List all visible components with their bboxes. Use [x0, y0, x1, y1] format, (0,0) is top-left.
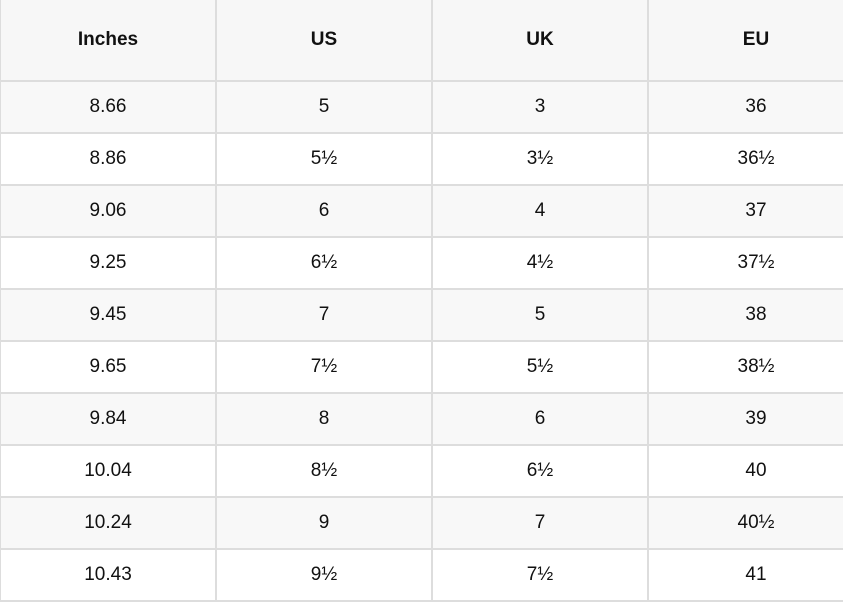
- cell-eu: 41: [647, 548, 843, 602]
- cell-eu: 37: [647, 184, 843, 238]
- header-uk: UK: [431, 0, 649, 82]
- cell-uk: 7½: [431, 548, 649, 602]
- cell-us: 7: [215, 288, 433, 342]
- table-row: 9.25 6½ 4½ 37½: [0, 236, 843, 290]
- cell-uk: 6: [431, 392, 649, 446]
- cell-us: 9: [215, 496, 433, 550]
- cell-eu: 40: [647, 444, 843, 498]
- cell-us: 5½: [215, 132, 433, 186]
- cell-us: 6½: [215, 236, 433, 290]
- header-inches: Inches: [0, 0, 217, 82]
- header-us: US: [215, 0, 433, 82]
- cell-eu: 36½: [647, 132, 843, 186]
- cell-uk: 5½: [431, 340, 649, 394]
- cell-inches: 9.06: [0, 184, 217, 238]
- cell-us: 9½: [215, 548, 433, 602]
- cell-eu: 36: [647, 80, 843, 134]
- cell-inches: 8.86: [0, 132, 217, 186]
- cell-eu: 37½: [647, 236, 843, 290]
- cell-us: 8: [215, 392, 433, 446]
- table-row: 8.86 5½ 3½ 36½: [0, 132, 843, 186]
- cell-inches: 9.25: [0, 236, 217, 290]
- cell-inches: 9.65: [0, 340, 217, 394]
- cell-uk: 4½: [431, 236, 649, 290]
- cell-us: 6: [215, 184, 433, 238]
- cell-uk: 3½: [431, 132, 649, 186]
- table-row: 10.24 9 7 40½: [0, 496, 843, 550]
- cell-eu: 38: [647, 288, 843, 342]
- cell-us: 5: [215, 80, 433, 134]
- cell-uk: 3: [431, 80, 649, 134]
- table-row: 9.45 7 5 38: [0, 288, 843, 342]
- header-row: Inches US UK EU: [0, 0, 843, 82]
- cell-uk: 5: [431, 288, 649, 342]
- cell-eu: 40½: [647, 496, 843, 550]
- cell-inches: 10.24: [0, 496, 217, 550]
- cell-us: 8½: [215, 444, 433, 498]
- cell-eu: 39: [647, 392, 843, 446]
- table-row: 10.43 9½ 7½ 41: [0, 548, 843, 602]
- table-row: 10.04 8½ 6½ 40: [0, 444, 843, 498]
- cell-inches: 10.04: [0, 444, 217, 498]
- cell-uk: 4: [431, 184, 649, 238]
- header-eu: EU: [647, 0, 843, 82]
- cell-uk: 7: [431, 496, 649, 550]
- table-row: 9.06 6 4 37: [0, 184, 843, 238]
- cell-uk: 6½: [431, 444, 649, 498]
- table-row: 9.65 7½ 5½ 38½: [0, 340, 843, 394]
- table-row: 8.66 5 3 36: [0, 80, 843, 134]
- cell-inches: 9.45: [0, 288, 217, 342]
- table-row: 9.84 8 6 39: [0, 392, 843, 446]
- cell-inches: 9.84: [0, 392, 217, 446]
- cell-inches: 8.66: [0, 80, 217, 134]
- cell-eu: 38½: [647, 340, 843, 394]
- cell-inches: 10.43: [0, 548, 217, 602]
- cell-us: 7½: [215, 340, 433, 394]
